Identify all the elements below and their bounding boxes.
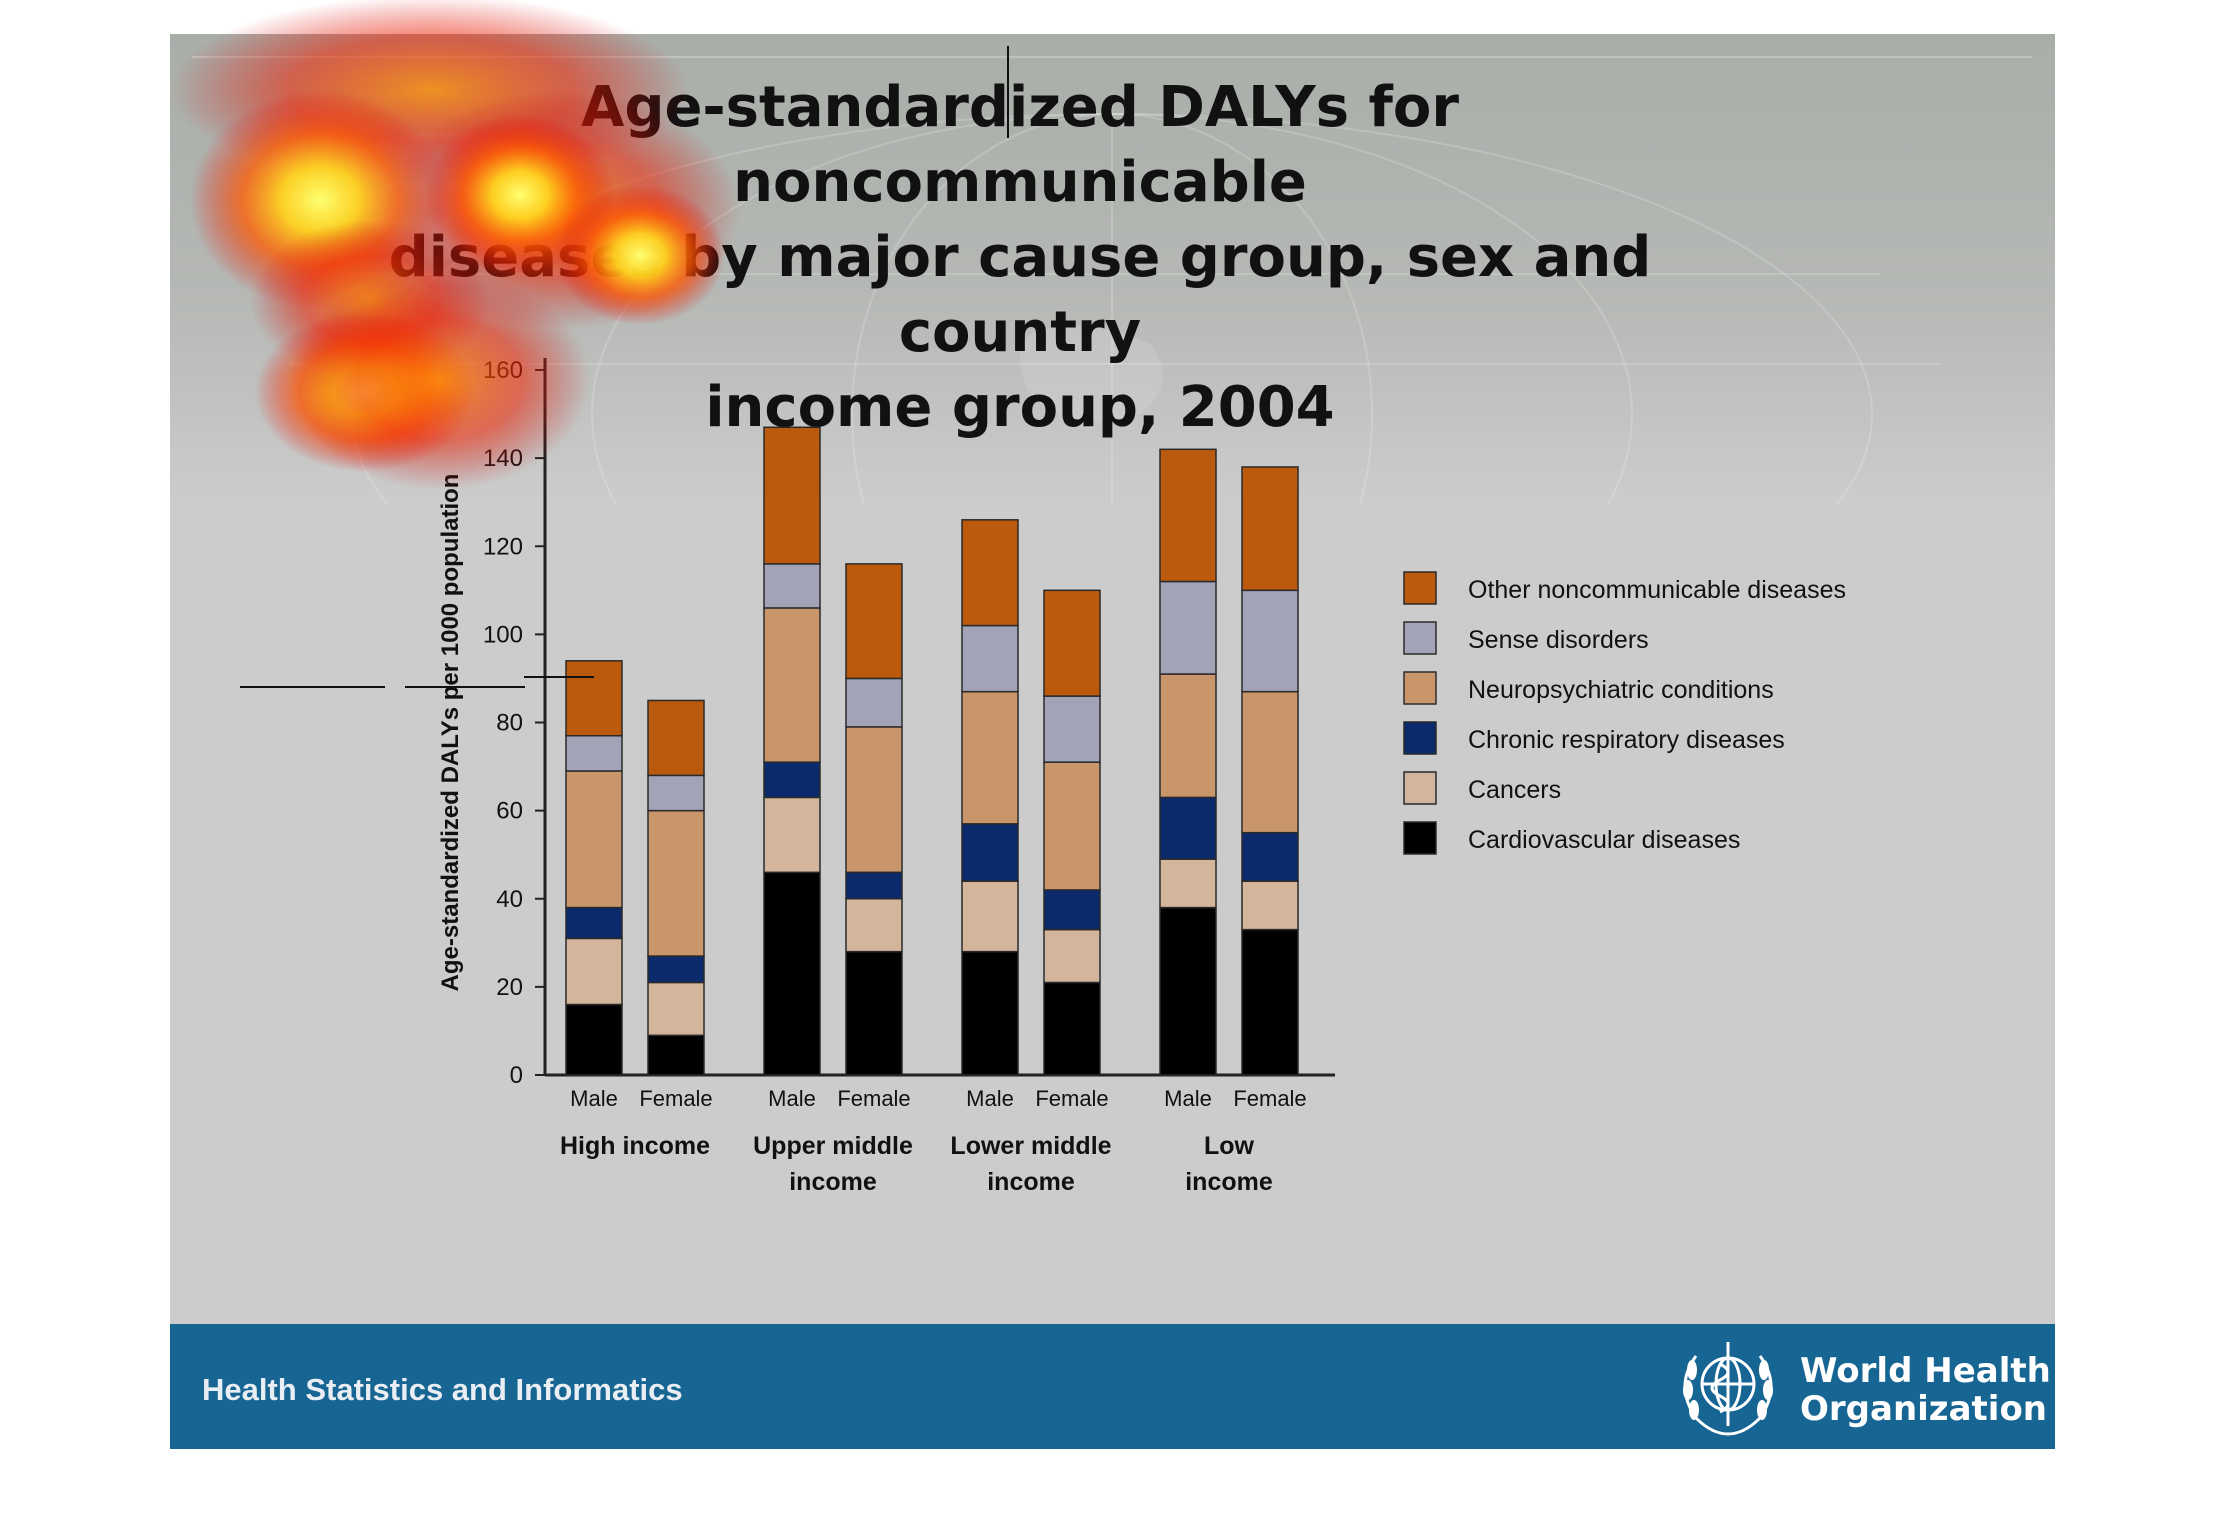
bar-stacks	[565, 426, 1299, 1076]
bar-segment	[1159, 796, 1217, 860]
y-tick-label: 20	[496, 974, 523, 1001]
bar-segment	[845, 871, 903, 900]
bar-segment	[647, 981, 705, 1037]
x-group-label: income	[1185, 1168, 1273, 1196]
bar-segment	[763, 563, 821, 609]
org-name-line-1: World Health	[1800, 1351, 2051, 1391]
who-wordmark: World Health Organization	[1800, 1352, 2051, 1428]
bar-segment	[1043, 928, 1101, 984]
bar-segment	[565, 770, 623, 909]
legend-swatch	[1403, 771, 1437, 805]
bar-segment	[763, 761, 821, 799]
bar-segment	[1241, 880, 1299, 931]
legend-label: Other noncommunicable diseases	[1468, 576, 1846, 604]
bar-segment	[845, 677, 903, 728]
bar-segment	[1043, 761, 1101, 891]
x-group-label: income	[987, 1168, 1075, 1196]
legend: Other noncommunicable diseases Sense diso…	[1403, 571, 1846, 855]
bar-segment	[565, 1003, 623, 1076]
bar-segment	[961, 880, 1019, 953]
bar-segment	[961, 519, 1019, 627]
who-emblem-icon	[1683, 1342, 1773, 1436]
legend-swatch	[1403, 721, 1437, 755]
bar-segment	[763, 426, 821, 565]
x-axis-labels: Male Female High income Male Female Upper mid…	[560, 1086, 1307, 1196]
bar-segment	[1241, 466, 1299, 592]
y-tick-label: 60	[496, 798, 523, 825]
x-category-label: Male	[570, 1086, 618, 1111]
x-category-label: Male	[966, 1086, 1014, 1111]
footer-label: Health Statistics and Informatics	[202, 1372, 683, 1407]
y-tick-label: 120	[483, 533, 523, 560]
bar-segment	[565, 660, 623, 737]
bar-segment	[647, 955, 705, 984]
x-group-label: Lower middle	[950, 1132, 1111, 1160]
bar-segment	[1159, 906, 1217, 1076]
legend-swatch	[1403, 671, 1437, 705]
x-category-label: Male	[768, 1086, 816, 1111]
bar-segment	[1159, 858, 1217, 909]
bar-segment	[1241, 831, 1299, 882]
cursor-crosshair-h-left	[240, 686, 385, 688]
cursor-crosshair-h-short	[524, 676, 594, 678]
x-group-label: Upper middle	[753, 1132, 913, 1160]
x-category-label: Female	[639, 1086, 712, 1111]
bar-segment	[1043, 981, 1101, 1076]
footer-band: Health Statistics and Informatics	[170, 1324, 2055, 1449]
bar-segment	[647, 774, 705, 812]
bar-segment	[763, 607, 821, 763]
legend-label: Sense disorders	[1468, 626, 1649, 654]
y-tick-label: 140	[483, 445, 523, 472]
x-group-label: income	[789, 1168, 877, 1196]
bar-segment	[565, 937, 623, 1006]
y-tick-label: 100	[483, 621, 523, 648]
y-axis-title: Age-standardized DALYs per 1000 populati…	[437, 474, 464, 992]
bar-segment	[763, 871, 821, 1076]
bar-segment	[1159, 448, 1217, 583]
bar-segment	[961, 624, 1019, 693]
y-tick-label: 80	[496, 710, 523, 737]
y-tick-label: 0	[510, 1062, 523, 1089]
y-tick-label: 160	[483, 357, 523, 384]
legend-label: Chronic respiratory diseases	[1468, 726, 1785, 754]
bar-segment	[961, 950, 1019, 1076]
bar-segment	[1241, 928, 1299, 1076]
org-name-line-2: Organization	[1800, 1389, 2048, 1429]
bar-segment	[1043, 695, 1101, 763]
bar-segment	[1043, 589, 1101, 697]
bar-segment	[565, 734, 623, 772]
legend-swatch	[1403, 621, 1437, 655]
legend-label: Neuropsychiatric conditions	[1468, 676, 1774, 704]
bar-segment	[647, 1034, 705, 1076]
bar-segment	[845, 950, 903, 1076]
x-category-label: Female	[1233, 1086, 1306, 1111]
bar-segment	[845, 563, 903, 680]
x-category-label: Female	[1035, 1086, 1108, 1111]
bar-segment	[565, 906, 623, 940]
cursor-crosshair-h-right	[405, 686, 525, 688]
x-group-label: Low	[1204, 1132, 1255, 1160]
bar-segment	[1159, 580, 1217, 675]
bar-segment	[961, 690, 1019, 825]
x-category-label: Female	[837, 1086, 910, 1111]
legend-swatch	[1403, 571, 1437, 605]
bar-segment	[763, 796, 821, 874]
bar-segment	[647, 809, 705, 957]
x-group-label: High income	[560, 1132, 710, 1160]
bar-segment	[845, 726, 903, 874]
legend-label: Cancers	[1468, 776, 1561, 804]
cursor-caret	[1007, 46, 1009, 138]
bar-segment	[1241, 690, 1299, 834]
bar-segment	[961, 823, 1019, 882]
bar-segment	[1241, 589, 1299, 693]
y-tick-label: 40	[496, 886, 523, 913]
bar-segment	[1043, 889, 1101, 931]
legend-swatch	[1403, 821, 1437, 855]
bar-segment	[845, 898, 903, 953]
bar-segment	[1159, 673, 1217, 799]
legend-label: Cardiovascular diseases	[1468, 826, 1740, 854]
bar-segment	[647, 699, 705, 777]
x-category-label: Male	[1164, 1086, 1212, 1111]
